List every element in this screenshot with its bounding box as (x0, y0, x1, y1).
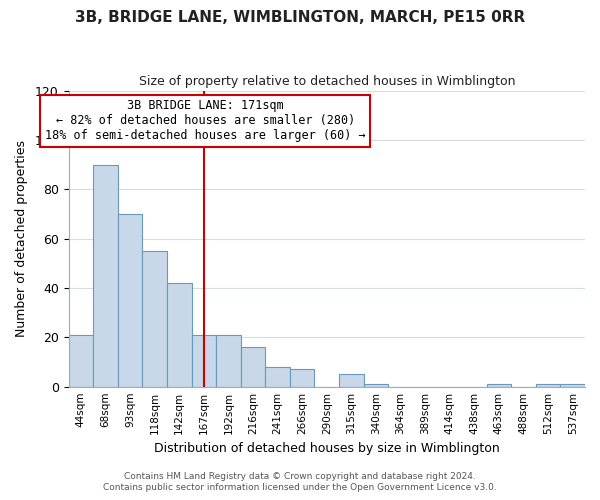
Text: 3B BRIDGE LANE: 171sqm
← 82% of detached houses are smaller (280)
18% of semi-de: 3B BRIDGE LANE: 171sqm ← 82% of detached… (45, 100, 366, 142)
Bar (68, 335, 93, 386)
Bar (339, 374, 364, 386)
Bar (536, 384, 560, 386)
Bar (364, 384, 388, 386)
Title: Size of property relative to detached houses in Wimblington: Size of property relative to detached ho… (139, 75, 515, 88)
Bar (241, 347, 265, 387)
Bar (118, 214, 142, 386)
Bar (290, 370, 314, 386)
Bar (142, 251, 167, 386)
Bar (191, 335, 216, 386)
Bar (487, 384, 511, 386)
Bar (167, 283, 191, 387)
X-axis label: Distribution of detached houses by size in Wimblington: Distribution of detached houses by size … (154, 442, 500, 455)
Text: Contains HM Land Registry data © Crown copyright and database right 2024.
Contai: Contains HM Land Registry data © Crown c… (103, 472, 497, 492)
Bar (216, 335, 241, 386)
Text: 3B, BRIDGE LANE, WIMBLINGTON, MARCH, PE15 0RR: 3B, BRIDGE LANE, WIMBLINGTON, MARCH, PE1… (75, 10, 525, 25)
Bar (93, 164, 118, 386)
Bar (265, 367, 290, 386)
Bar (560, 384, 585, 386)
Y-axis label: Number of detached properties: Number of detached properties (15, 140, 28, 337)
